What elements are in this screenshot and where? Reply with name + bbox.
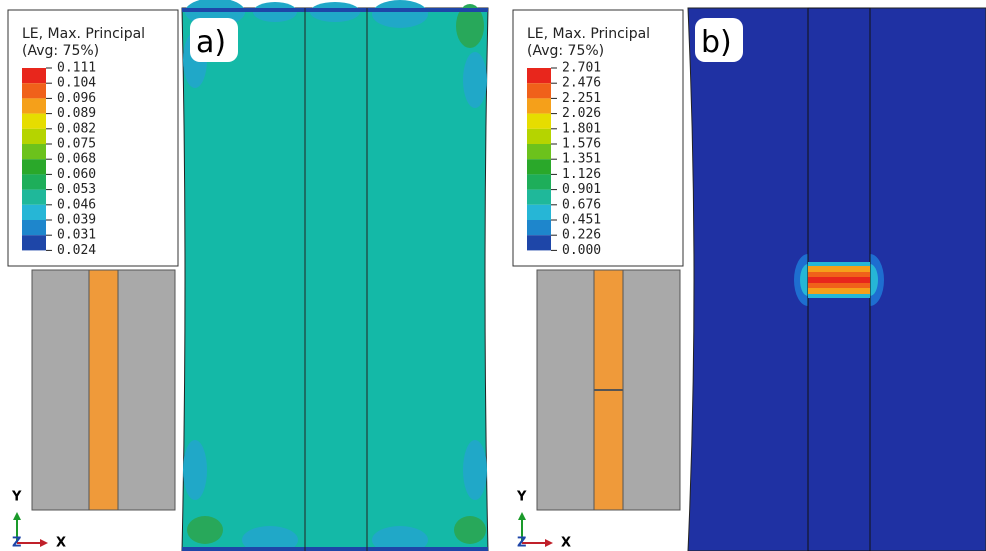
- legend-swatch: [527, 144, 551, 159]
- legend-swatch: [22, 220, 46, 235]
- legend-swatch: [527, 68, 551, 83]
- legend-swatch: [527, 220, 551, 235]
- legend-swatch: [527, 98, 551, 113]
- legend-swatch: [22, 68, 46, 83]
- legend-value: 0.000: [562, 243, 601, 258]
- legend-swatch: [22, 98, 46, 113]
- legend-swatch: [22, 144, 46, 159]
- legend-swatch: [527, 174, 551, 189]
- legend-value: 0.068: [57, 152, 96, 167]
- triad-z: Z: [517, 536, 526, 551]
- contour-b: [688, 8, 986, 551]
- legend-value: 1.351: [562, 152, 601, 167]
- legend-value: 0.104: [57, 76, 96, 91]
- legend-value: 0.075: [57, 137, 96, 152]
- triad-y: Y: [11, 490, 22, 505]
- panel-label: a): [196, 25, 226, 60]
- legend-value: 2.026: [562, 106, 601, 121]
- legend-value: 2.701: [562, 61, 601, 76]
- legend-swatch: [527, 83, 551, 98]
- legend-value: 0.046: [57, 197, 96, 212]
- triad-x: X: [561, 536, 571, 551]
- legend-subtitle: (Avg: 75%): [22, 43, 99, 59]
- legend-value: 0.053: [57, 182, 96, 197]
- triad-y-head: [518, 512, 526, 520]
- legend-value: 0.082: [57, 121, 96, 136]
- legend-swatch: [527, 205, 551, 220]
- contour-a: [182, 0, 488, 551]
- legend-value: 0.024: [57, 243, 96, 258]
- triad-y: Y: [516, 490, 527, 505]
- legend-value: 1.576: [562, 137, 601, 152]
- legend-title: LE, Max. Principal: [22, 26, 145, 42]
- legend-swatch: [22, 159, 46, 174]
- legend-subtitle: (Avg: 75%): [527, 43, 604, 59]
- legend-swatch: [22, 174, 46, 189]
- legend-swatch: [22, 205, 46, 220]
- figure: LE, Max. Principal(Avg: 75%)0.1110.1040.…: [0, 0, 986, 551]
- legend-value: 0.089: [57, 106, 96, 121]
- legend-swatch: [22, 83, 46, 98]
- legend-swatch: [22, 235, 46, 250]
- legend-value: 0.096: [57, 91, 96, 106]
- legend-swatch: [527, 159, 551, 174]
- legend-value: 0.226: [562, 228, 601, 243]
- panel-label: b): [701, 25, 732, 60]
- legend-value: 0.901: [562, 182, 601, 197]
- legend-value: 2.251: [562, 91, 601, 106]
- legend-value: 0.039: [57, 213, 96, 228]
- legend-value: 1.801: [562, 121, 601, 136]
- legend-swatch: [22, 190, 46, 205]
- triad-z: Z: [12, 536, 21, 551]
- legend-value: 0.060: [57, 167, 96, 182]
- legend-swatch: [527, 190, 551, 205]
- legend-swatch: [527, 235, 551, 250]
- legend-swatch: [527, 129, 551, 144]
- legend-value: 0.451: [562, 213, 601, 228]
- legend-swatch: [22, 114, 46, 129]
- triad-x: X: [56, 536, 66, 551]
- legend-title: LE, Max. Principal: [527, 26, 650, 42]
- legend-value: 0.111: [57, 61, 96, 76]
- schematic-core: [89, 270, 118, 510]
- triad-x-head: [40, 539, 48, 547]
- legend-value: 0.676: [562, 197, 601, 212]
- triad-x-head: [545, 539, 553, 547]
- legend-value: 2.476: [562, 76, 601, 91]
- legend-swatch: [527, 114, 551, 129]
- legend-swatch: [22, 129, 46, 144]
- legend-value: 0.031: [57, 228, 96, 243]
- triad-y-head: [13, 512, 21, 520]
- legend-value: 1.126: [562, 167, 601, 182]
